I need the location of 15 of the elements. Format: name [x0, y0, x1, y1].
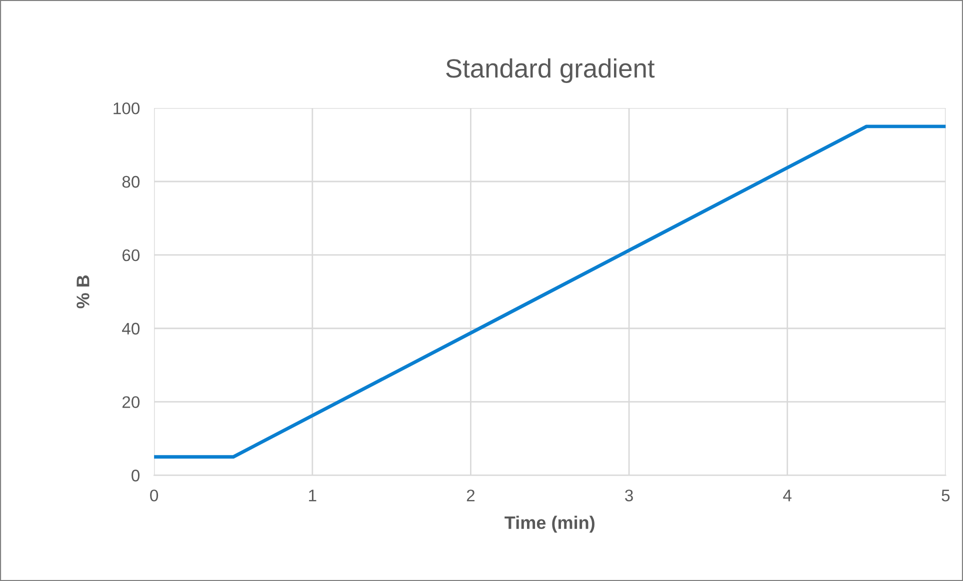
y-axis-title: % B: [76, 275, 90, 308]
x-tick-label: 2: [466, 490, 475, 502]
x-tick-label: 0: [150, 490, 158, 502]
x-tick-label: 3: [625, 490, 633, 502]
y-tick-label: 80: [122, 176, 140, 188]
y-tick-label: 100: [114, 102, 140, 114]
y-tick-label: 40: [122, 322, 140, 335]
x-axis-title: Time (min): [504, 516, 594, 533]
y-tick-label: 20: [122, 396, 140, 408]
x-tick-label: 1: [309, 490, 316, 502]
y-tick-label: 60: [122, 249, 140, 262]
y-tick-label: 0: [132, 470, 140, 482]
x-tick-label: 4: [783, 490, 792, 502]
chart-title: Standard gradient: [446, 58, 655, 83]
x-tick-label: 5: [942, 490, 950, 502]
